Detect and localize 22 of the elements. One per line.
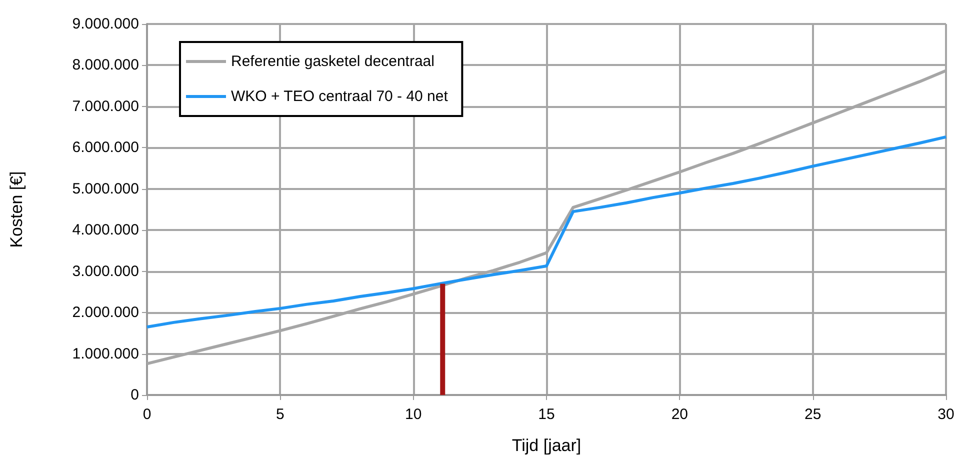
y-tick-label: 1.000.000 (72, 345, 139, 362)
y-tick-label: 8.000.000 (72, 56, 139, 74)
y-tick-label: 5.000.000 (72, 180, 139, 198)
legend-label: WKO + TEO centraal 70 - 40 net (231, 88, 449, 105)
x-tick-label: 5 (276, 406, 284, 423)
y-tick-label: 4.000.000 (72, 222, 139, 239)
x-tick-label: 10 (404, 406, 422, 423)
x-tick-label: 0 (142, 406, 152, 423)
y-tick-label: 9.000.000 (72, 16, 139, 32)
y-axis-title: Kosten [€] (7, 171, 26, 248)
legend-label: Referentie gasketel decentraal (231, 53, 434, 70)
x-tick-label: 25 (804, 406, 822, 423)
y-tick-label: 2.000.000 (72, 304, 139, 322)
x-tick-label: 15 (538, 406, 555, 423)
y-tick-label: 3.000.000 (72, 262, 139, 280)
line-series (146, 135, 948, 328)
y-tick-label: 7.000.000 (72, 98, 139, 115)
y-tick-label: 6.000.000 (72, 139, 139, 156)
x-axis-title: Tijd [jaar] (512, 436, 582, 455)
x-tick-label: 20 (671, 406, 688, 423)
x-tick-label: 30 (938, 406, 954, 423)
y-tick-label: 0 (130, 386, 139, 404)
